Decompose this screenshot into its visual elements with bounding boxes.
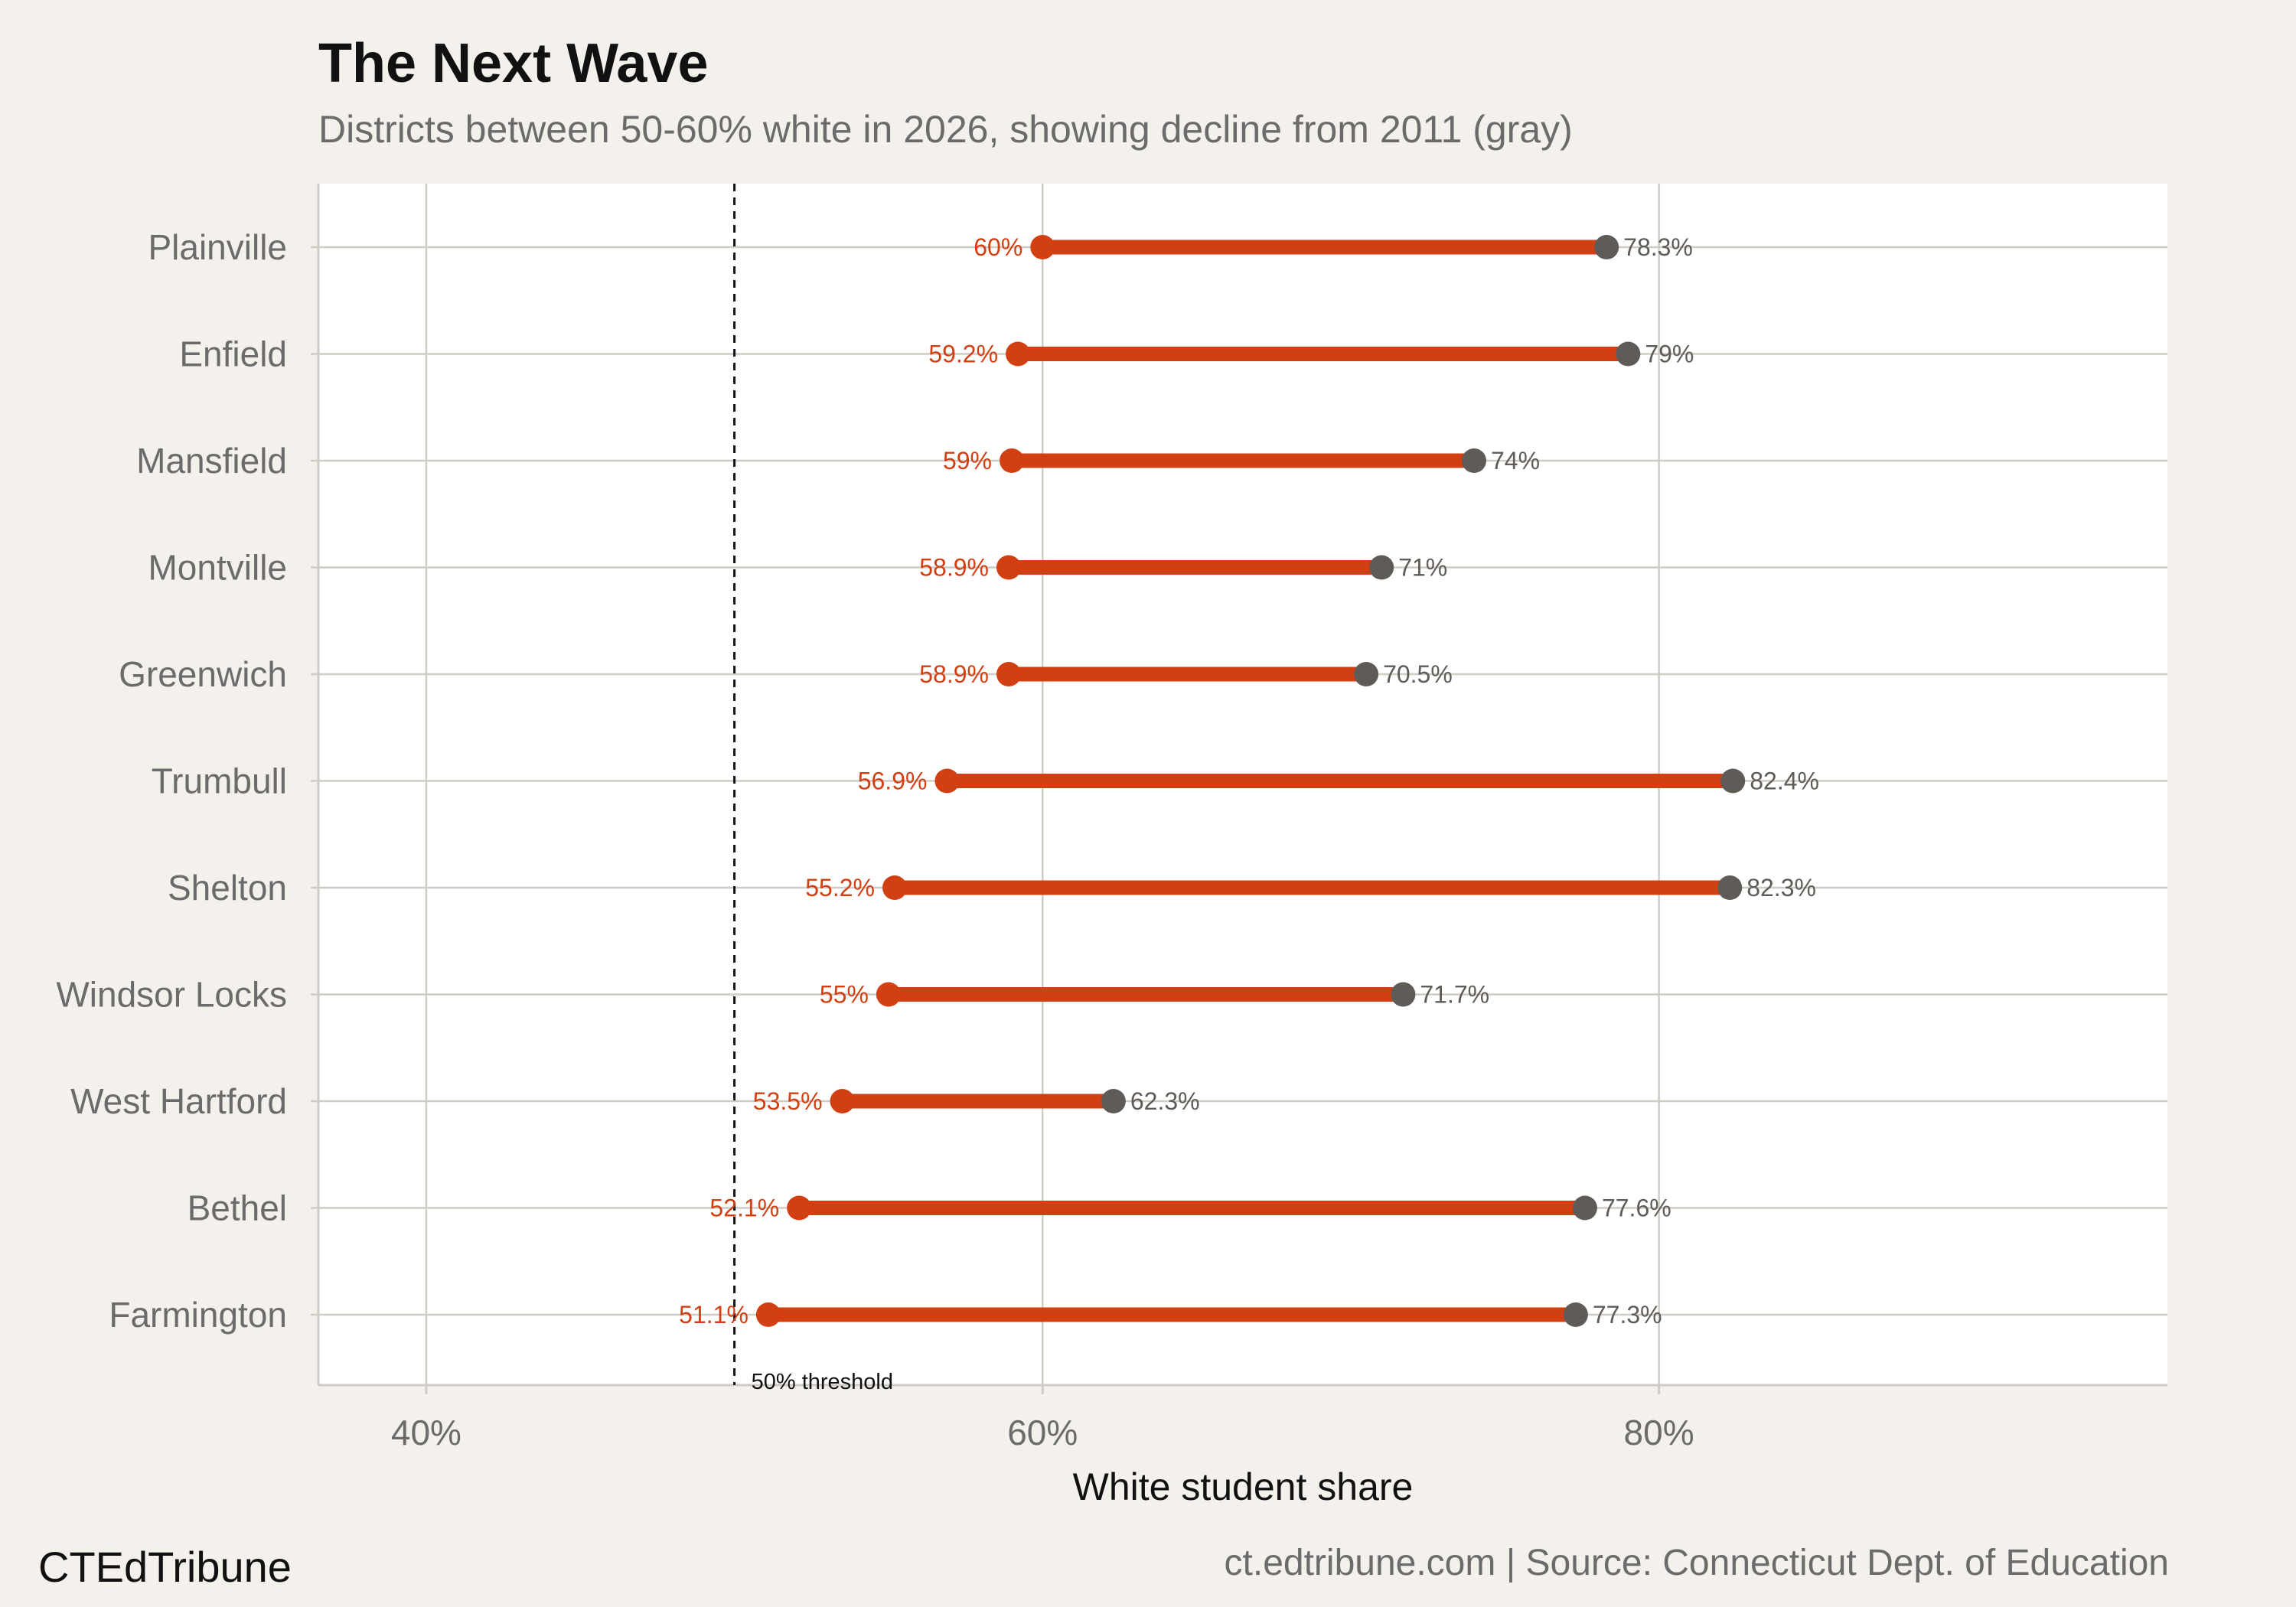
point-2011 bbox=[1391, 982, 1416, 1007]
value-label-2011: 82.3% bbox=[1746, 874, 1816, 901]
point-2026 bbox=[876, 982, 901, 1007]
point-2026 bbox=[830, 1089, 855, 1113]
value-label-2011: 71% bbox=[1398, 554, 1447, 582]
point-2011 bbox=[1717, 875, 1743, 900]
x-axis-title: White student share bbox=[1073, 1465, 1414, 1508]
point-2011 bbox=[1354, 662, 1379, 686]
value-label-2026: 53.5% bbox=[753, 1087, 823, 1115]
point-2011 bbox=[1462, 448, 1486, 473]
point-2011 bbox=[1369, 555, 1394, 580]
point-2026 bbox=[996, 662, 1021, 686]
district-label: Shelton bbox=[168, 868, 287, 908]
value-label-2026: 51.1% bbox=[679, 1301, 748, 1328]
point-2026 bbox=[1006, 341, 1031, 367]
x-tick-label: 60% bbox=[1007, 1413, 1078, 1452]
point-2011 bbox=[1572, 1195, 1597, 1221]
point-2011 bbox=[1594, 235, 1619, 259]
value-label-2026: 58.9% bbox=[919, 554, 989, 582]
point-2026 bbox=[755, 1302, 781, 1327]
value-label-2011: 77.3% bbox=[1593, 1301, 1662, 1328]
district-label: Greenwich bbox=[119, 654, 287, 694]
point-2026 bbox=[1000, 448, 1024, 473]
value-label-2026: 52.1% bbox=[709, 1195, 779, 1222]
value-label-2011: 74% bbox=[1491, 447, 1540, 474]
district-label: Trumbull bbox=[152, 761, 287, 801]
x-tick-label: 40% bbox=[391, 1413, 461, 1452]
value-label-2011: 78.3% bbox=[1623, 233, 1693, 261]
value-label-2026: 56.9% bbox=[858, 768, 928, 795]
chart-title: The Next Wave bbox=[318, 33, 709, 94]
threshold-label: 50% threshold bbox=[752, 1370, 893, 1394]
district-label: Enfield bbox=[179, 334, 287, 374]
value-label-2011: 82.4% bbox=[1750, 768, 1819, 795]
point-2026 bbox=[996, 555, 1021, 580]
value-label-2026: 58.9% bbox=[919, 660, 989, 688]
value-label-2011: 77.6% bbox=[1602, 1195, 1671, 1222]
district-label: West Hartford bbox=[70, 1081, 287, 1121]
point-2011 bbox=[1563, 1302, 1588, 1327]
point-2011 bbox=[1720, 768, 1746, 794]
district-label: Mansfield bbox=[136, 441, 287, 481]
chart-subtitle: Districts between 50-60% white in 2026, … bbox=[318, 108, 1573, 151]
district-label: Plainville bbox=[148, 227, 287, 267]
district-label: Windsor Locks bbox=[56, 975, 287, 1015]
x-tick-label: 80% bbox=[1624, 1413, 1694, 1452]
district-label: Montville bbox=[148, 548, 287, 588]
value-label-2011: 70.5% bbox=[1383, 660, 1453, 688]
value-label-2026: 59% bbox=[943, 447, 992, 474]
source-note: ct.edtribune.com | Source: Connecticut D… bbox=[1224, 1543, 2169, 1583]
point-2026 bbox=[787, 1195, 812, 1221]
value-label-2026: 55.2% bbox=[805, 874, 875, 901]
value-label-2026: 55% bbox=[820, 981, 869, 1009]
brand-logo-text: CTEdTribune bbox=[38, 1543, 292, 1591]
point-2026 bbox=[882, 875, 907, 900]
value-label-2011: 62.3% bbox=[1130, 1087, 1200, 1115]
point-2026 bbox=[934, 768, 960, 794]
district-label: Farmington bbox=[109, 1295, 287, 1335]
value-label-2026: 59.2% bbox=[928, 341, 998, 368]
district-label: Bethel bbox=[188, 1188, 287, 1228]
value-label-2011: 79% bbox=[1645, 341, 1694, 368]
value-label-2026: 60% bbox=[974, 233, 1022, 261]
value-label-2011: 71.7% bbox=[1420, 981, 1489, 1009]
point-2011 bbox=[1616, 341, 1641, 367]
point-2011 bbox=[1101, 1089, 1126, 1113]
point-2026 bbox=[1030, 235, 1055, 259]
